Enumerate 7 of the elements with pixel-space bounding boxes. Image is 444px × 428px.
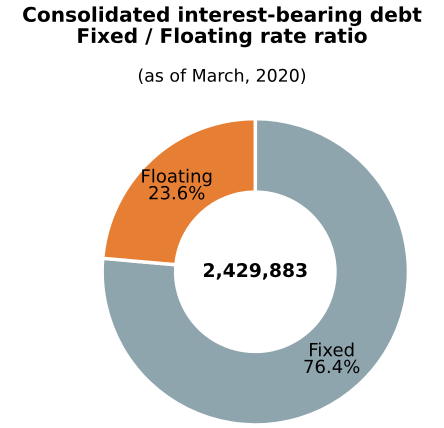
data-label: 23.6% bbox=[149, 186, 204, 200]
data-label: 76.4% bbox=[304, 360, 360, 374]
slice-label: Fixed bbox=[310, 342, 354, 356]
chart-title: Consolidated interest-bearing debt Fixed / Floating rate ratio bbox=[23, 6, 422, 48]
chart-subtitle: (as of March, 2020) bbox=[138, 68, 306, 84]
text: 2,429,883 bbox=[204, 263, 307, 280]
slice-label: Floating bbox=[142, 168, 212, 186]
